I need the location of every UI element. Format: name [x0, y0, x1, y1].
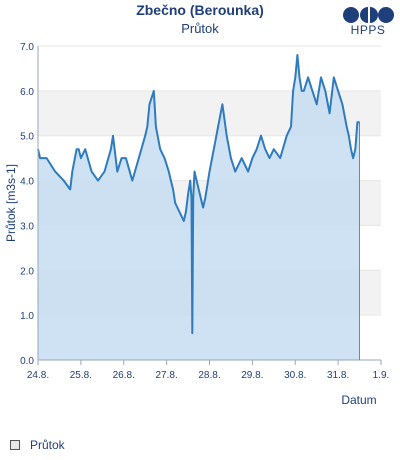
y-tick-label: 3.0 — [20, 221, 34, 232]
x-tick-label: 26.8. — [113, 370, 135, 381]
x-tick-label: 31.8. — [327, 370, 349, 381]
y-tick-label: 1.0 — [20, 311, 34, 322]
legend-label: Průtok — [30, 438, 65, 452]
y-tick-label: 0.0 — [20, 356, 34, 367]
hpps-logo-icon — [343, 7, 394, 23]
y-tick-label: 2.0 — [20, 266, 34, 277]
y-axis-label: Průtok [m3s-1] — [4, 164, 18, 242]
x-axis-ticks: 24.8. 25.8. 26.8. 27.8. 28.8. 29.8. 30.8. 31.8.… — [27, 360, 389, 381]
x-tick-label: 24.8. — [27, 370, 49, 381]
x-tick-label: 29.8. — [241, 370, 263, 381]
flow-chart: 0.0 1.0 2.0 3.0 4.0 5.0 6.0 7.0 24.8. 25.8. 26.8.… — [4, 42, 389, 407]
x-tick-label: 1.9. — [373, 370, 390, 381]
chart-title: Zbečno (Berounka) — [136, 2, 264, 18]
y-axis-ticks: 0.0 1.0 2.0 3.0 4.0 5.0 6.0 7.0 — [20, 42, 34, 367]
y-tick-label: 5.0 — [20, 132, 34, 143]
y-tick-label: 4.0 — [20, 177, 34, 188]
y-tick-label: 6.0 — [20, 87, 34, 98]
flow-line — [37, 54, 360, 335]
x-tick-label: 28.8. — [198, 370, 220, 381]
legend-swatch — [10, 440, 20, 450]
x-axis-label: Datum — [341, 393, 376, 407]
logo-text: HPPS — [350, 23, 386, 37]
x-tick-label: 25.8. — [70, 370, 92, 381]
x-tick-label: 27.8. — [156, 370, 178, 381]
y-tick-label: 7.0 — [20, 42, 34, 53]
chart-subtitle: Průtok — [181, 21, 219, 36]
hpps-logo: HPPS — [342, 6, 394, 38]
legend: Průtok — [10, 438, 65, 452]
grid-band — [38, 46, 381, 91]
flow-area — [38, 55, 360, 360]
x-tick-label: 30.8. — [284, 370, 306, 381]
